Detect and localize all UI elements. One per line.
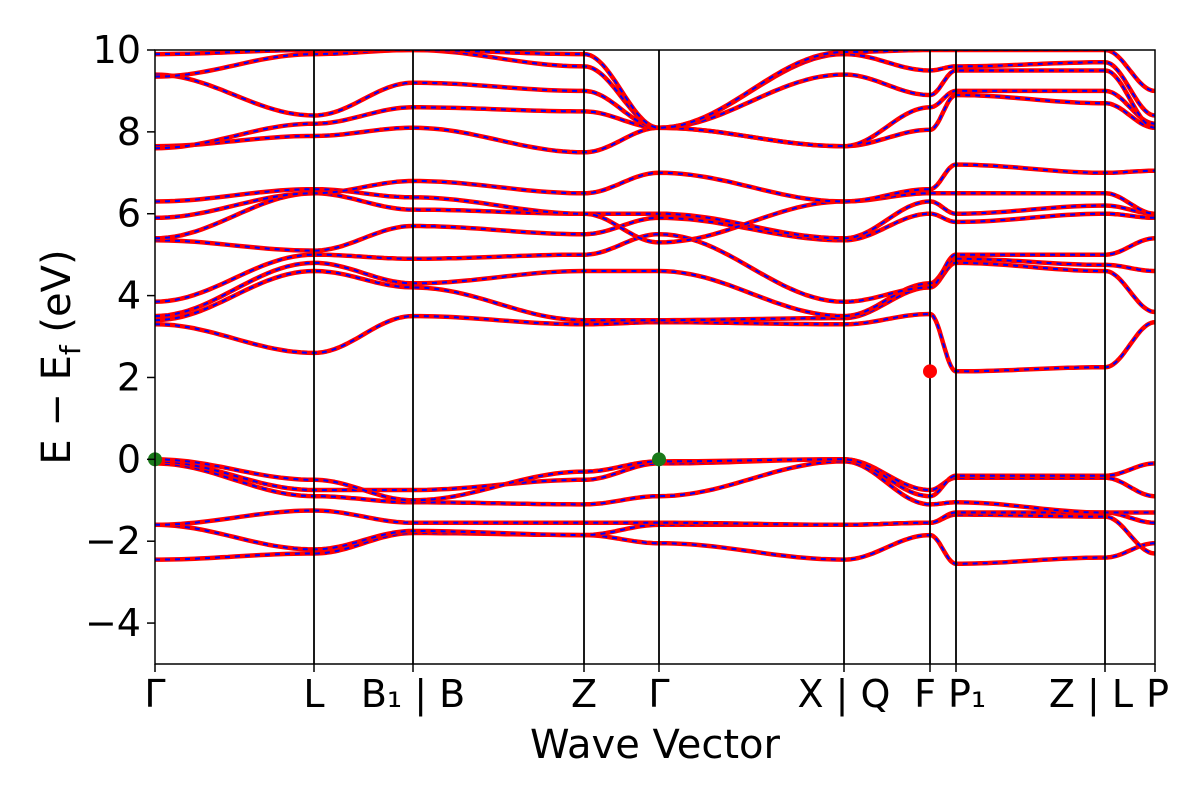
- xtick-label-2: B₁ | B: [361, 672, 465, 717]
- band-15-red: [155, 88, 1155, 151]
- x-axis-label: Wave Vector: [530, 722, 781, 768]
- y-axis-label: E − Ef (eV): [34, 249, 87, 464]
- xtick-label-7: P₁: [948, 672, 986, 716]
- x-axis-ticks: Γ L B₁ | B Z Γ X | Q F P₁ Z | L P: [144, 664, 1169, 717]
- ytick-label-3: 2: [117, 355, 141, 399]
- xtick-label-8: Z | L: [1049, 672, 1133, 717]
- band-5-blue-dashed: [155, 458, 1155, 502]
- xtick-label-1: L: [303, 672, 324, 716]
- xtick-label-9: P: [1146, 672, 1169, 716]
- band-16-blue-dashed: [155, 69, 1155, 129]
- y-axis-label-unit: (eV): [34, 249, 80, 345]
- band-0-blue-dashed: [155, 532, 1155, 565]
- ytick-label-6: 8: [117, 110, 141, 154]
- xtick-label-3: Z: [571, 672, 597, 716]
- band-6-red: [155, 311, 1155, 374]
- xtick-label-5: X | Q: [798, 672, 891, 717]
- xtick-label-6: F: [914, 672, 936, 716]
- ytick-label-4: 4: [117, 274, 141, 318]
- bands-layer: [155, 50, 1155, 566]
- band-12-red: [155, 186, 1155, 245]
- band-1-red: [155, 512, 1155, 556]
- band-3-blue-dashed: [155, 460, 1155, 514]
- y-axis-label-main: E − E: [34, 355, 80, 465]
- cbm-marker-2: [923, 364, 937, 379]
- band-10-blue-dashed: [155, 212, 1155, 252]
- band-9-blue-dashed: [155, 233, 1155, 303]
- band-13-blue-dashed: [155, 163, 1155, 219]
- band-2-red: [155, 508, 1155, 528]
- xtick-label-0: Γ: [144, 672, 165, 716]
- ytick-label-2: 0: [117, 437, 141, 481]
- y-axis-ticks: −4 −2 0 2 4 6 8 10: [85, 28, 155, 645]
- band-11-red: [155, 191, 1155, 241]
- kpoint-lines: [313, 50, 1106, 664]
- band-15-blue-dashed: [155, 89, 1155, 150]
- ytick-label-5: 6: [117, 192, 141, 236]
- band-6-blue-dashed: [155, 312, 1155, 373]
- y-axis-label-subscript: f: [54, 344, 87, 355]
- band-7-blue-dashed: [155, 261, 1155, 322]
- plot-frame: [154, 49, 1156, 665]
- band-8-red: [155, 256, 1155, 319]
- ytick-label-0: −4: [85, 601, 141, 645]
- vbm-marker-1: [652, 452, 666, 467]
- band-8-blue-dashed: [155, 257, 1155, 318]
- xtick-label-4: Γ: [648, 672, 669, 716]
- extrema-markers: [148, 364, 937, 467]
- ytick-label-1: −2: [85, 519, 141, 563]
- band-18-red: [155, 50, 1155, 131]
- ytick-label-7: 10: [93, 28, 141, 72]
